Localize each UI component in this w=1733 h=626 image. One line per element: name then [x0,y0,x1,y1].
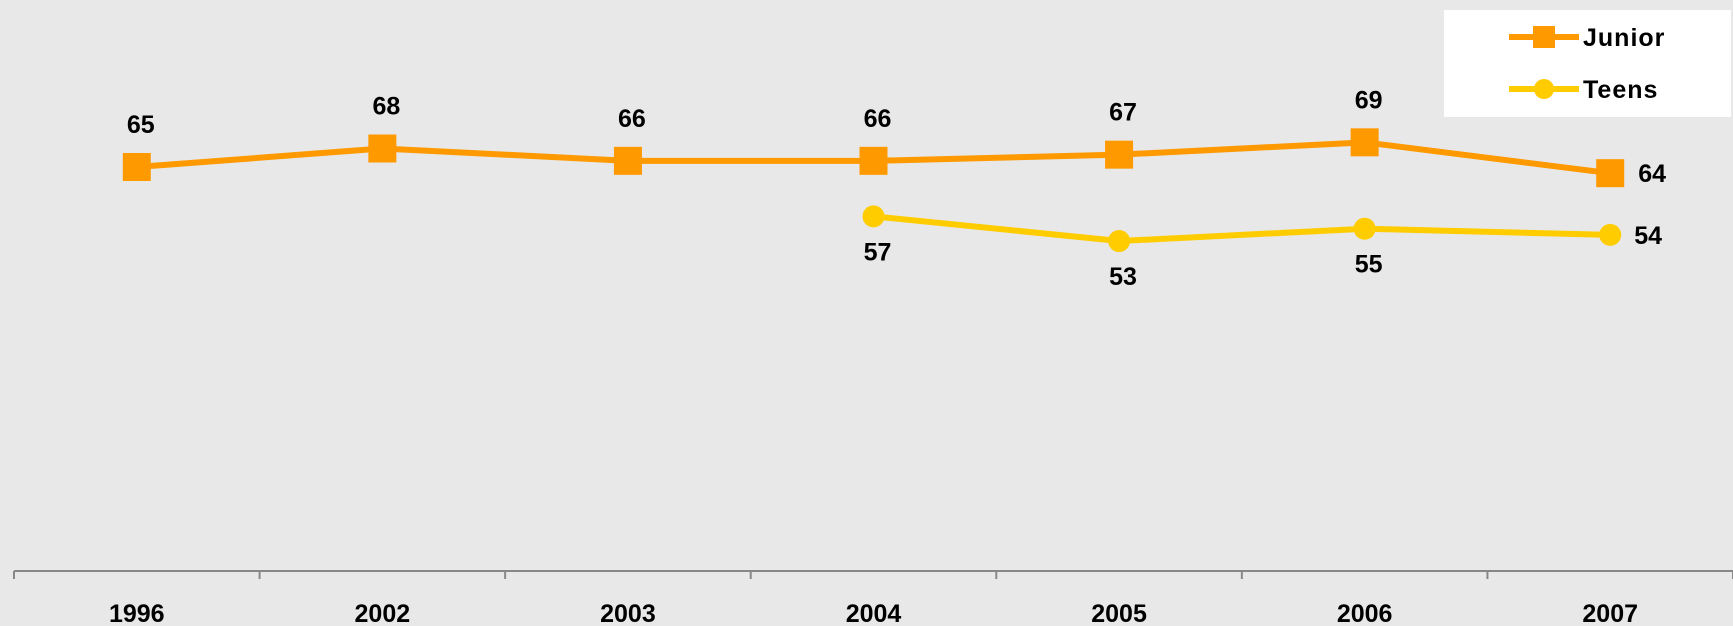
legend-marker [1533,26,1555,48]
x-tick-label: 2002 [355,600,411,626]
x-tick-label: 2003 [600,600,656,626]
plot-area: 65 68 66 66 67 69 64 57 53 55 54 [122,86,1666,291]
legend-label: Teens [1583,76,1658,104]
data-point [1599,223,1622,246]
data-label: 69 [1355,86,1383,114]
data-label: 64 [1638,160,1666,188]
x-axis: 1996 2002 2003 2004 2005 2006 2007 [13,570,1733,626]
legend-item-teens: Teens [1509,76,1658,104]
data-label: 66 [618,105,646,133]
series-teens: 57 53 55 54 [862,205,1662,291]
data-point [1350,128,1379,157]
legend: Junior Teens [1444,10,1731,117]
data-label: 67 [1109,99,1137,127]
data-label: 55 [1355,251,1383,279]
legend-marker [1534,79,1554,99]
legend-item-junior: Junior [1509,24,1665,52]
series-line [873,213,1611,245]
data-point [613,146,642,175]
x-tick-label: 2004 [846,600,902,626]
data-label: 53 [1109,263,1137,291]
x-tick-label: 2005 [1091,600,1147,626]
data-label: 65 [127,111,155,139]
legend-label: Junior [1583,24,1665,52]
x-tick-label: 2006 [1337,600,1393,626]
data-point [368,134,397,163]
data-point [1108,230,1131,253]
data-label: 54 [1634,222,1662,250]
data-label: 57 [864,238,892,266]
data-point [1105,140,1134,169]
legend-box [1444,10,1731,117]
data-point [1353,217,1376,240]
data-point [1596,159,1625,188]
x-tick-label: 2007 [1582,600,1638,626]
data-point [862,205,885,228]
data-point [122,153,151,181]
data-label: 66 [864,105,892,133]
series-junior: 65 68 66 66 67 69 64 [122,86,1666,188]
data-point [859,146,888,175]
x-tick-label: 1996 [109,600,165,626]
data-label: 68 [372,92,400,120]
